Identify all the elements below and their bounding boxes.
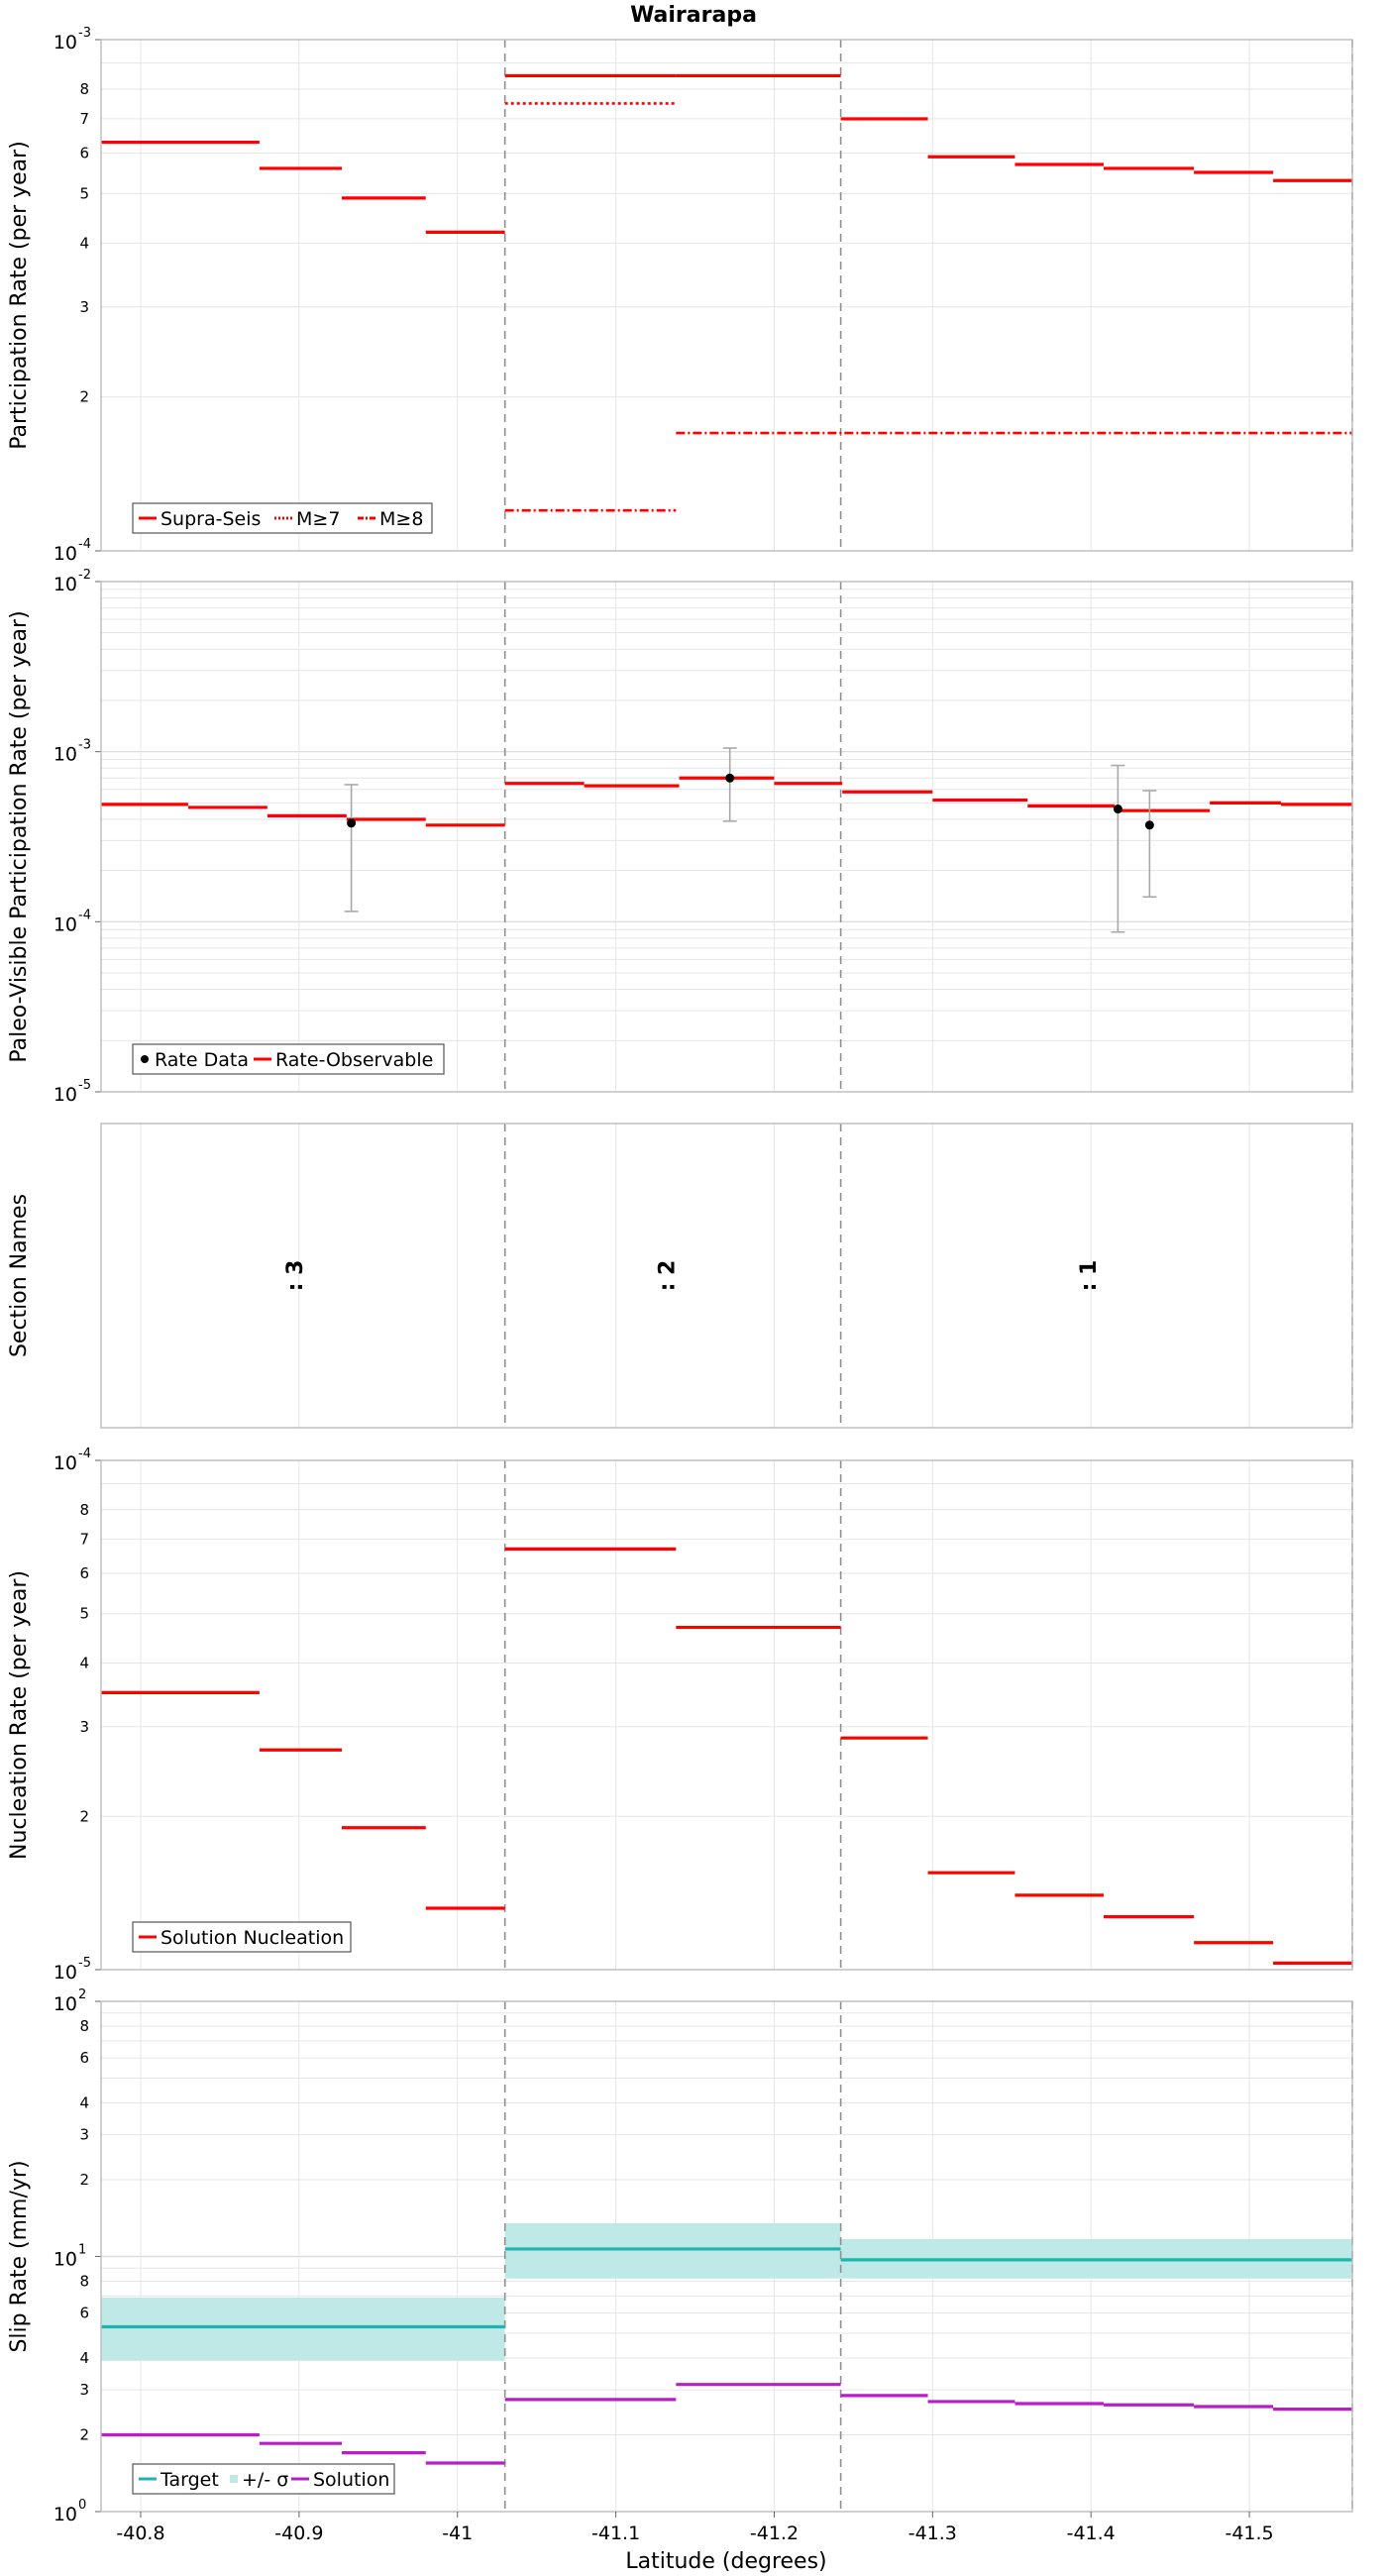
legend-entry-label: Target — [160, 2469, 219, 2491]
y-tick-exponent: -4 — [78, 908, 91, 922]
y-tick-label: 10 — [53, 2504, 77, 2525]
y-tick-exponent: -4 — [78, 537, 91, 552]
legend-entry-label: Rate Data — [155, 1049, 249, 1071]
legend-marker — [230, 2475, 238, 2483]
y-tick-exponent: -3 — [78, 738, 91, 753]
legend-entry-label: Rate-Observable — [275, 1049, 433, 1071]
y-minor-tick-label: 6 — [79, 144, 89, 161]
y-tick-label: 10 — [53, 32, 77, 54]
y-tick-label: 10 — [53, 1452, 77, 1474]
data-point — [1144, 820, 1154, 830]
y-minor-tick-label: 3 — [79, 2381, 89, 2399]
y-minor-tick-label: 4 — [79, 2349, 89, 2367]
y-minor-tick-label: 8 — [79, 1501, 89, 1519]
x-tick-label: -41.2 — [750, 2522, 799, 2544]
legend-entry-label: Solution — [313, 2469, 389, 2491]
y-minor-tick-label: 6 — [79, 2049, 89, 2067]
y-tick-label: 10 — [53, 543, 77, 565]
y-minor-tick-label: 7 — [79, 1531, 89, 1549]
y-minor-tick-label: 5 — [79, 184, 89, 202]
legend-entry-label: M≥7 — [296, 508, 340, 530]
y-tick-exponent: 2 — [78, 1987, 86, 2002]
y-tick-exponent: -2 — [78, 568, 91, 583]
y-tick-label: 10 — [53, 574, 77, 595]
x-tick-label: -41.5 — [1225, 2522, 1273, 2544]
plot-frame — [100, 2000, 1353, 2513]
y-minor-tick-label: 4 — [79, 234, 89, 252]
data-point — [725, 773, 735, 783]
x-tick-label: -40.8 — [116, 2522, 164, 2544]
legend-box — [132, 2463, 395, 2495]
y-tick-label: 10 — [53, 744, 77, 766]
x-tick-label: -40.9 — [274, 2522, 323, 2544]
y-tick-label: 10 — [53, 913, 77, 935]
y-tick-exponent: -5 — [78, 1078, 91, 1093]
x-tick-label: -41 — [442, 2522, 473, 2544]
legend-entry-label: Supra-Seis — [160, 508, 261, 530]
y-tick-exponent: -3 — [78, 26, 91, 41]
y-minor-tick-label: 5 — [79, 1605, 89, 1623]
y-tick-exponent: 1 — [78, 2243, 86, 2258]
y-minor-tick-label: 4 — [79, 1655, 89, 1672]
y-minor-tick-label: 6 — [79, 2305, 89, 2322]
x-axis-label: Latitude (degrees) — [625, 2549, 826, 2574]
y-axis-label: Paleo-Visible Participation Rate (per ye… — [7, 610, 32, 1062]
y-axis-label: Nucleation Rate (per year) — [7, 1570, 32, 1860]
y-minor-tick-label: 8 — [79, 2272, 89, 2290]
x-tick-label: -41.1 — [591, 2522, 640, 2544]
chart-title: Wairarapa — [630, 3, 757, 28]
y-axis-label: Slip Rate (mm/yr) — [7, 2160, 32, 2352]
uncertainty-band — [101, 2297, 505, 2361]
data-point — [347, 818, 357, 828]
y-tick-label: 10 — [53, 1962, 77, 1984]
y-minor-tick-label: 2 — [79, 388, 89, 406]
plot-frame — [100, 581, 1353, 1093]
legend-box — [132, 1921, 352, 1953]
section-name-label: : 2 — [656, 1260, 681, 1292]
y-axis-label: Section Names — [7, 1194, 32, 1357]
y-tick-label: 10 — [53, 1993, 77, 2015]
legend-marker — [141, 1055, 149, 1063]
y-minor-tick-label: 8 — [79, 80, 89, 98]
y-axis-label: Participation Rate (per year) — [7, 141, 32, 450]
y-minor-tick-label: 3 — [79, 298, 89, 316]
y-tick-exponent: 0 — [78, 2498, 86, 2513]
y-minor-tick-label: 6 — [79, 1564, 89, 1582]
y-minor-tick-label: 2 — [79, 1807, 89, 1825]
legend-entry-label: Solution Nucleation — [160, 1927, 344, 1949]
y-minor-tick-label: 3 — [79, 2126, 89, 2144]
legend-box — [132, 1043, 445, 1075]
y-minor-tick-label: 4 — [79, 2093, 89, 2111]
plot-frame — [100, 39, 1353, 552]
panel-sections: Section Names : 3 : 2 : 1 — [7, 1123, 1353, 1429]
legend-entry-label: M≥8 — [379, 508, 423, 530]
legend-entry-label: +/- σ — [242, 2469, 288, 2491]
uncertainty-band — [504, 2222, 841, 2279]
x-tick-label: -41.3 — [908, 2522, 957, 2544]
y-minor-tick-label: 8 — [79, 2017, 89, 2035]
y-minor-tick-label: 2 — [79, 2171, 89, 2189]
y-tick-exponent: -5 — [78, 1956, 91, 1971]
y-minor-tick-label: 3 — [79, 1718, 89, 1736]
plot-frame — [100, 1123, 1353, 1429]
y-tick-exponent: -4 — [78, 1447, 91, 1461]
y-tick-label: 10 — [53, 1084, 77, 1106]
section-name-label: : 3 — [283, 1260, 308, 1292]
y-tick-label: 10 — [53, 2249, 77, 2271]
x-tick-label: -41.4 — [1067, 2522, 1116, 2544]
y-minor-tick-label: 7 — [79, 110, 89, 128]
section-name-label: : 1 — [1077, 1260, 1102, 1292]
y-minor-tick-label: 2 — [79, 2425, 89, 2443]
plot-frame — [100, 1459, 1353, 1971]
data-point — [1113, 805, 1122, 814]
